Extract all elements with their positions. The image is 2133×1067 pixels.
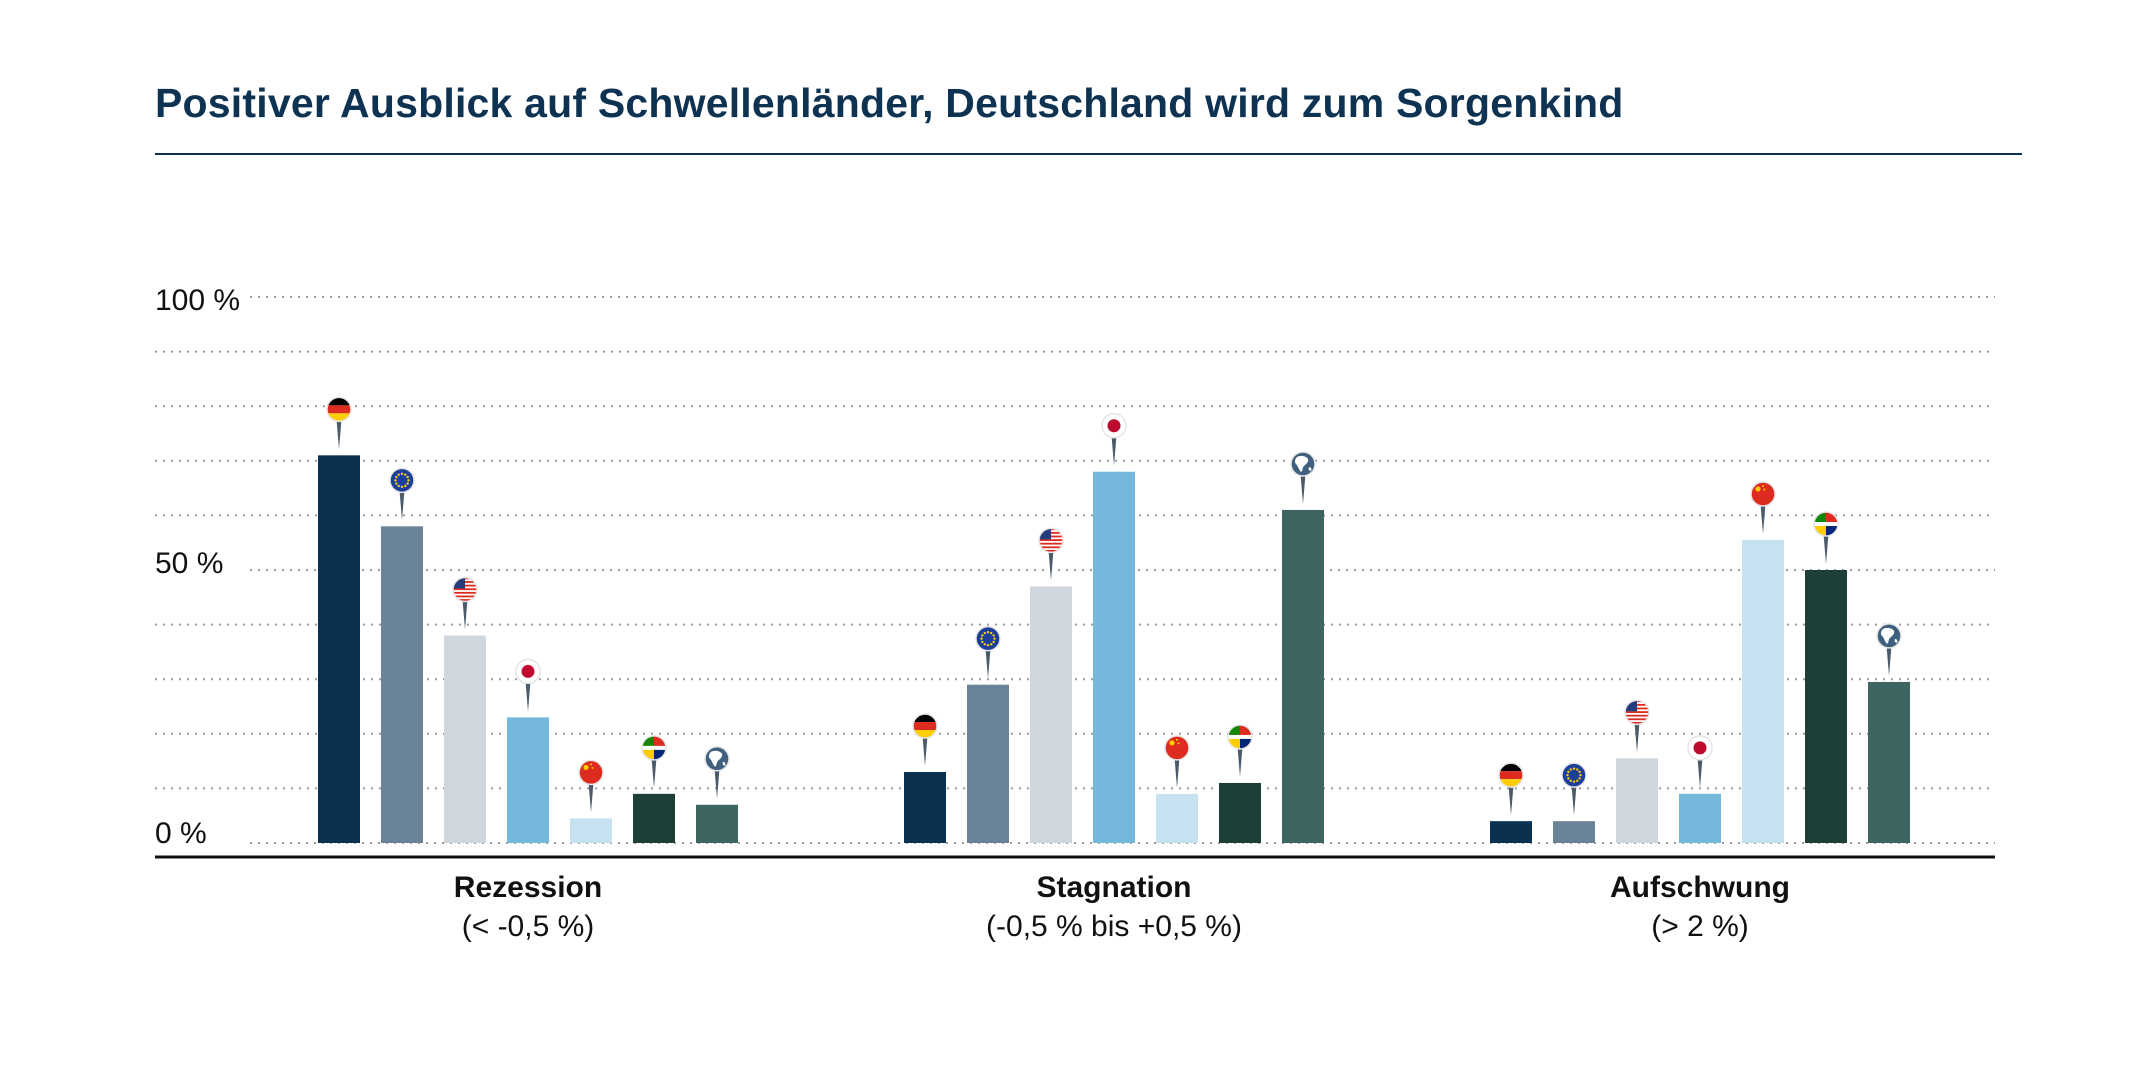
bar — [633, 793, 675, 843]
category-label: Stagnation — [1037, 871, 1192, 904]
bar — [1553, 821, 1595, 843]
bar — [318, 455, 360, 843]
eu-flag-pin-icon — [975, 625, 1001, 679]
globe-pin-icon — [704, 746, 730, 799]
bar — [904, 772, 946, 843]
category-labels: Rezession (< -0,5 %) Stagnation (-0,5 % bis… — [454, 871, 1790, 943]
bar — [1490, 821, 1532, 843]
bar — [507, 717, 549, 843]
bar — [1093, 471, 1135, 843]
category-sublabel: (> 2 %) — [1651, 910, 1749, 943]
china-flag-pin-icon — [1750, 481, 1776, 534]
category-sublabel: (-0,5 % bis +0,5 %) — [986, 910, 1242, 943]
marker-pins — [326, 396, 1902, 816]
bar — [1616, 758, 1658, 843]
japan-flag-pin-icon — [1101, 412, 1127, 466]
globe-pin-icon — [1876, 623, 1902, 676]
y-tick-label: 100 % — [155, 284, 240, 317]
bar — [696, 804, 738, 843]
category-sublabel: (< -0,5 %) — [462, 910, 595, 943]
japan-flag-pin-icon — [1687, 735, 1713, 788]
title-divider — [155, 153, 2022, 155]
category-label: Aufschwung — [1610, 871, 1790, 904]
y-tick-label: 0 % — [155, 817, 207, 850]
china-flag-pin-icon — [1164, 735, 1190, 788]
usa-flag-pin-icon — [1624, 699, 1650, 753]
bar — [1742, 539, 1784, 843]
emerging-markets-flags-pin-icon — [1813, 511, 1839, 564]
bar — [1868, 681, 1910, 843]
bar — [570, 818, 612, 843]
bar — [967, 684, 1009, 843]
eu-flag-pin-icon — [389, 467, 415, 521]
chart-title: Positiver Ausblick auf Schwellenländer, … — [155, 80, 1624, 126]
emerging-markets-flags-pin-icon — [641, 735, 667, 788]
bar — [1219, 782, 1261, 843]
bar — [1156, 793, 1198, 843]
y-tick-label: 50 % — [155, 547, 223, 580]
eu-flag-pin-icon — [1561, 762, 1587, 816]
germany-flag-pin-icon — [912, 713, 938, 767]
china-flag-pin-icon — [578, 759, 604, 813]
bar — [1282, 509, 1324, 843]
emerging-markets-flags-pin-icon — [1227, 724, 1253, 777]
globe-pin-icon — [1290, 451, 1316, 504]
y-axis-ticks: 0 % 50 % 100 % — [155, 284, 240, 850]
japan-flag-pin-icon — [515, 658, 541, 712]
germany-flag-pin-icon — [1498, 762, 1524, 816]
category-label: Rezession — [454, 871, 602, 904]
bar — [1679, 793, 1721, 843]
gridlines — [155, 296, 1995, 844]
usa-flag-pin-icon — [1038, 527, 1064, 581]
bar — [444, 635, 486, 843]
bars — [318, 455, 1910, 843]
bar — [1805, 570, 1847, 843]
usa-flag-pin-icon — [452, 576, 478, 630]
bar — [381, 526, 423, 843]
germany-flag-pin-icon — [326, 396, 352, 450]
bar — [1030, 586, 1072, 843]
